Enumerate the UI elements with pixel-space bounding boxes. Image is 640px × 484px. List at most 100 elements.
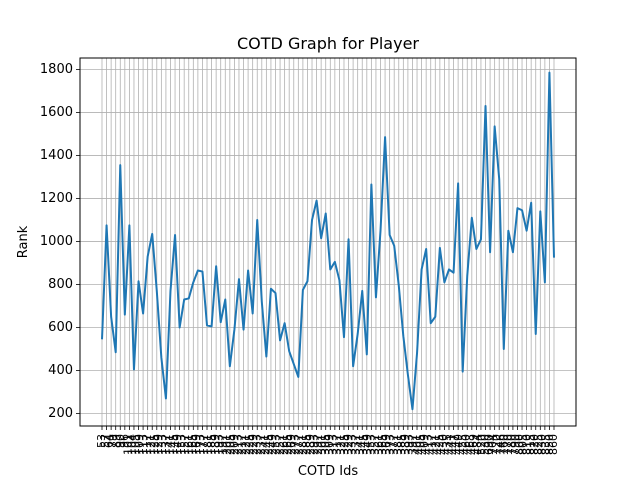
x-tick-label: 401 <box>410 434 423 455</box>
x-tick-label: 57 <box>99 434 112 448</box>
x-tick-label: 421 <box>429 434 442 455</box>
x-tick-label: 704 <box>486 434 499 455</box>
x-tick-label: 229 <box>247 434 260 455</box>
x-tick-label: 325 <box>338 434 351 455</box>
x-tick-label: 301 <box>315 434 328 455</box>
x-tick-label: 79 <box>106 434 119 448</box>
x-tick-label: 430 <box>437 434 450 455</box>
x-tick-label: 830 <box>536 434 549 455</box>
x-tick-label: 361 <box>372 434 385 455</box>
x-tick-label: 285 <box>300 434 313 455</box>
x-tick-label: 90 <box>114 434 127 448</box>
x-tick-label: 805 <box>517 434 530 455</box>
x-tick-label: 790 <box>509 434 522 455</box>
x-tick-label: 53 <box>95 434 108 448</box>
x-tick-label: 469 <box>467 434 480 455</box>
x-tick-label: 413 <box>422 434 435 455</box>
x-tick-label: 405 <box>414 434 427 455</box>
x-tick-label: 237 <box>255 434 268 455</box>
x-tick-label: 64 <box>103 434 116 448</box>
x-tick-label: 341 <box>353 434 366 455</box>
x-tick-label: 810 <box>520 434 533 455</box>
x-tick-label: 760 <box>498 434 511 455</box>
x-tick-label: 460 <box>460 434 473 455</box>
x-tick-label: 770 <box>501 434 514 455</box>
x-tick-label: 225 <box>243 434 256 455</box>
x-tick-label: 241 <box>258 434 271 455</box>
x-tick-label: 309 <box>323 434 336 455</box>
x-tick-label: 129 <box>152 434 165 455</box>
x-tick-label: 815 <box>524 434 537 455</box>
x-tick-label: 96 <box>118 434 131 448</box>
x-tick-label: 373 <box>384 434 397 455</box>
x-tick-label: 117 <box>141 434 154 455</box>
x-tick-label: 800 <box>513 434 526 455</box>
x-tick-label: 137 <box>160 434 173 455</box>
x-tick-label: 177 <box>198 434 211 455</box>
x-tick-label: 530 <box>479 434 492 455</box>
x-tick-label: 165 <box>186 434 199 455</box>
x-tick-label: 385 <box>395 434 408 455</box>
x-tick-label: 293 <box>308 434 321 455</box>
x-tick-label: 133 <box>156 434 169 455</box>
x-tick-label: 690 <box>482 434 495 455</box>
x-tick-label: 261 <box>277 434 290 455</box>
x-tick-label: 197 <box>217 434 230 455</box>
series-group <box>101 71 555 411</box>
x-tick-label: 281 <box>296 434 309 455</box>
y-tick-label: 800 <box>48 277 73 292</box>
y-axis: 200 400 600 800 1000 1200 1400 1600 1800 <box>40 62 80 421</box>
x-tick-label: 449 <box>452 434 465 455</box>
x-tick-label: 435 <box>441 434 454 455</box>
x-tick-label: 145 <box>167 434 180 455</box>
y-tick-label: 1400 <box>40 148 73 163</box>
x-tick-label: 209 <box>228 434 241 455</box>
x-tick-label: 104 <box>125 434 138 455</box>
x-tick-label: 89 <box>110 434 123 448</box>
x-tick-label: 297 <box>312 434 325 455</box>
x-tick-label: 161 <box>182 434 195 455</box>
x-tick-label: 333 <box>346 434 359 455</box>
x-tick-label: 463 <box>463 434 476 455</box>
x-tick-label: 245 <box>262 434 275 455</box>
x-tick-label: 357 <box>369 434 382 455</box>
x-tick-label: 113 <box>137 434 150 455</box>
x-tick-label: 205 <box>224 434 237 455</box>
x-tick-label: 329 <box>342 434 355 455</box>
x-tick-label: 393 <box>403 434 416 455</box>
x-tick-label: 417 <box>426 434 439 455</box>
x-tick-label: 249 <box>266 434 279 455</box>
x-tick-label: 825 <box>532 434 545 455</box>
x-tick-label: 221 <box>239 434 252 455</box>
x-tick-label: 455 <box>456 434 469 455</box>
x-tick-label: 720 <box>490 434 503 455</box>
x-tick-label: 201 <box>220 434 233 455</box>
x-axis-label: COTD Ids <box>298 464 358 479</box>
x-tick-label: 349 <box>361 434 374 455</box>
x-tick-label: 181 <box>201 434 214 455</box>
grid <box>80 58 576 426</box>
x-tick-label: 780 <box>505 434 518 455</box>
y-axis-label: Rank <box>16 225 31 258</box>
y-tick-label: 600 <box>48 320 73 335</box>
x-tick-label: 369 <box>380 434 393 455</box>
x-tick-label: 317 <box>331 434 344 455</box>
x-tick-label: 397 <box>407 434 420 455</box>
x-tick-label: 289 <box>304 434 317 455</box>
x-tick-label: 820 <box>528 434 541 455</box>
x-tick-label: 193 <box>213 434 226 455</box>
x-tick-label: 141 <box>163 434 176 455</box>
y-tick-label: 1600 <box>40 105 73 120</box>
x-tick-label: 269 <box>285 434 298 455</box>
x-tick-label: 441 <box>444 434 457 455</box>
x-tick-label: 169 <box>190 434 203 455</box>
x-tick-label: 409 <box>418 434 431 455</box>
y-tick-label: 200 <box>48 406 73 421</box>
x-tick-label: 153 <box>175 434 188 455</box>
x-tick-label: 447 <box>448 434 461 455</box>
x-tick-label: 321 <box>334 434 347 455</box>
x-tick-label: 173 <box>194 434 207 455</box>
y-tick-label: 1800 <box>40 62 73 77</box>
